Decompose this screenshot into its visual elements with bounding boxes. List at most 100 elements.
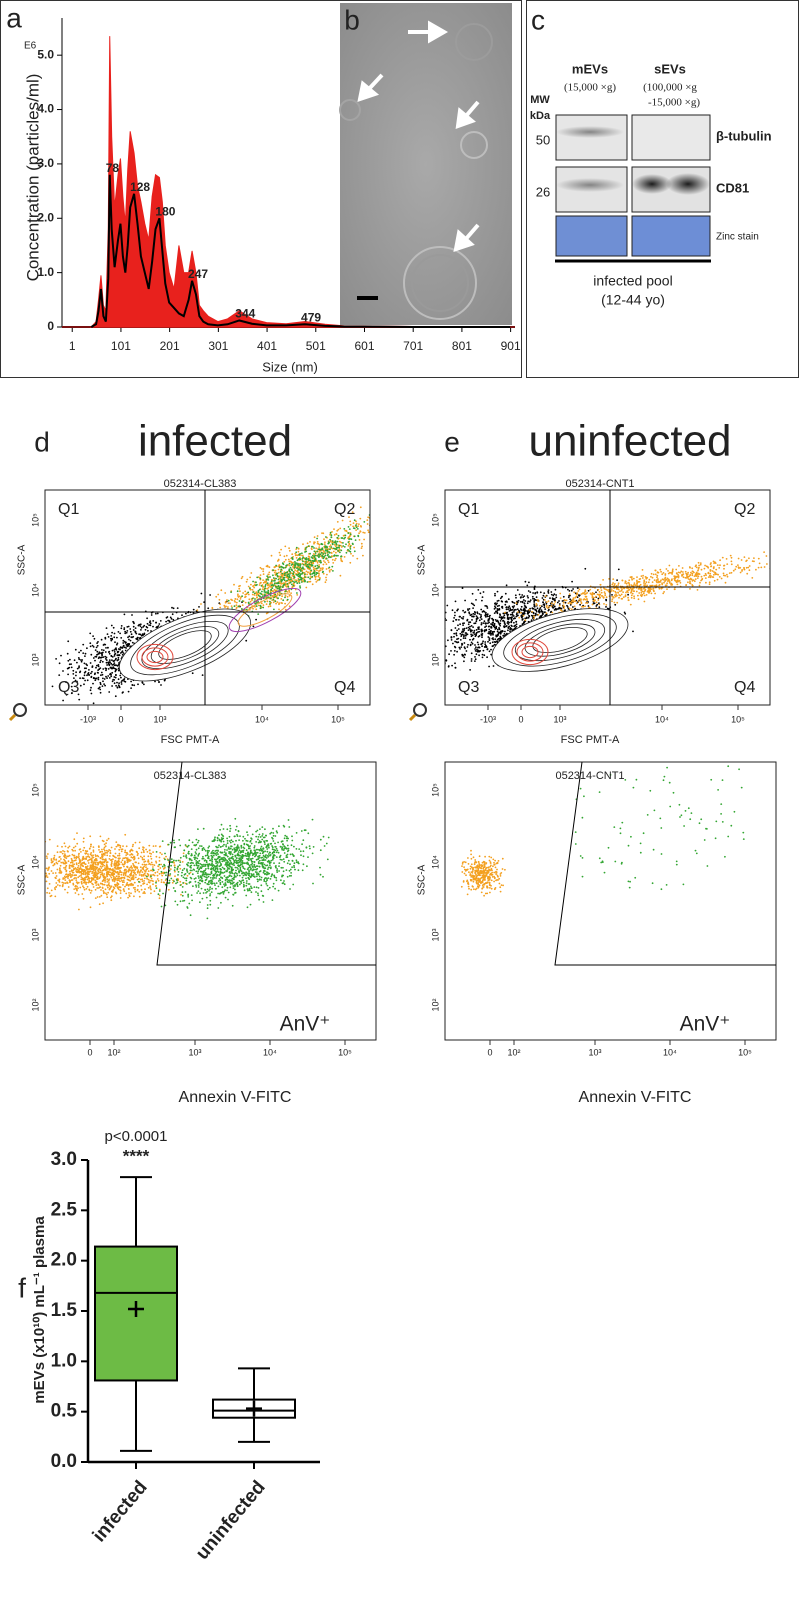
event-dot — [266, 864, 269, 867]
event-dot — [102, 677, 104, 680]
event-dot — [105, 873, 108, 875]
event-dot — [262, 593, 264, 596]
event-dot — [300, 554, 302, 557]
event-dot — [274, 600, 277, 603]
event-dot — [101, 660, 104, 663]
event-dot — [265, 578, 268, 581]
event-dot — [91, 857, 93, 860]
event-dot — [52, 872, 54, 874]
event-dot — [347, 545, 350, 547]
event-dot — [48, 838, 51, 841]
event-dot — [253, 886, 256, 888]
event-dot — [53, 887, 56, 889]
event-dot — [280, 576, 282, 578]
event-dot — [314, 578, 317, 581]
contour — [237, 593, 293, 627]
event-dot — [233, 583, 235, 586]
event-dot — [230, 591, 233, 593]
event-dot — [97, 687, 100, 690]
event-dot — [107, 636, 110, 638]
event-dot — [193, 878, 196, 880]
event-dot — [269, 878, 272, 880]
event-dot — [340, 549, 343, 552]
event-dot — [103, 873, 106, 875]
event-dot — [29, 873, 31, 875]
event-dot — [328, 569, 331, 572]
event-dot — [171, 613, 174, 616]
event-dot — [169, 868, 172, 870]
event-dot — [296, 567, 298, 570]
event-dot — [137, 852, 139, 855]
event-dot — [185, 612, 187, 615]
event-dot — [86, 679, 89, 682]
event-dot — [356, 528, 359, 530]
event-dot — [111, 889, 114, 892]
event-dot — [259, 566, 262, 569]
event-dot — [302, 560, 304, 563]
event-dot — [66, 855, 68, 858]
event-dot — [136, 866, 139, 869]
event-dot — [295, 551, 298, 554]
event-dot — [95, 859, 98, 862]
event-dot — [131, 614, 133, 616]
event-dot — [64, 853, 66, 855]
event-dot — [253, 876, 256, 878]
event-dot — [297, 869, 300, 872]
x-tick-label: 101 — [111, 339, 131, 353]
event-dot — [132, 843, 135, 846]
event-dot — [102, 656, 105, 658]
event-dot — [300, 854, 302, 857]
event-dot — [58, 860, 61, 862]
event-dot — [288, 875, 291, 877]
event-dot — [343, 537, 345, 540]
event-dot — [104, 845, 107, 848]
event-dot — [99, 683, 102, 686]
event-dot — [77, 866, 79, 869]
event-dot — [64, 845, 67, 848]
event-dot — [224, 889, 227, 892]
event-dot — [123, 876, 126, 879]
event-dot — [278, 588, 281, 590]
event-dot — [255, 891, 257, 893]
event-dot — [302, 563, 305, 566]
event-dot — [83, 674, 86, 677]
event-dot — [104, 881, 106, 883]
event-dot — [110, 655, 113, 658]
event-dot — [337, 550, 339, 552]
y-tick-label: 4.0 — [37, 102, 54, 116]
event-dot — [110, 635, 113, 637]
event-dot — [288, 869, 291, 872]
event-dot — [231, 904, 234, 907]
event-dot — [124, 874, 127, 877]
event-dot — [204, 871, 207, 874]
event-dot — [40, 883, 42, 885]
event-dot — [359, 525, 362, 527]
event-dot — [119, 632, 121, 635]
contour — [130, 614, 240, 676]
event-dot — [285, 571, 287, 574]
event-dot — [116, 884, 119, 887]
event-dot — [295, 859, 298, 862]
event-dot — [106, 871, 109, 874]
event-dot — [235, 601, 238, 604]
event-dot — [196, 609, 199, 612]
event-dot — [222, 840, 225, 843]
event-dot — [28, 879, 30, 881]
event-dot — [111, 664, 114, 666]
event-dot — [269, 582, 272, 585]
event-dot — [118, 875, 120, 878]
event-dot — [94, 873, 97, 876]
event-dot — [103, 643, 106, 646]
event-dot — [197, 870, 200, 873]
event-dot — [207, 851, 209, 854]
event-dot — [324, 541, 326, 544]
event-dot — [89, 870, 92, 873]
peak-label: 180 — [155, 204, 175, 218]
event-dot — [109, 887, 111, 890]
event-dot — [263, 880, 266, 882]
event-dot — [140, 869, 143, 871]
event-dot — [309, 847, 311, 850]
event-dot — [58, 869, 61, 872]
event-dot — [341, 560, 344, 563]
event-dot — [217, 907, 220, 909]
